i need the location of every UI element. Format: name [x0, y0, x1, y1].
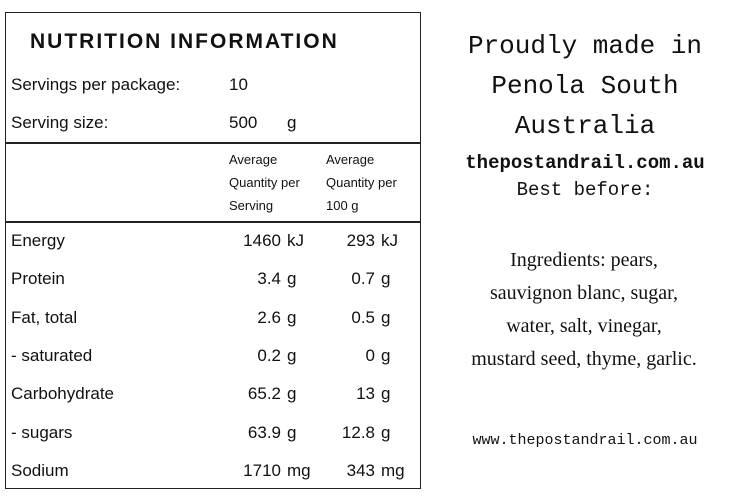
nutrient-name: Energy [11, 231, 65, 250]
url: www.thepostandrail.com.au [472, 432, 698, 449]
per-serving-unit: g [287, 345, 297, 365]
per-100g-unit: g [381, 269, 391, 289]
per-serving-unit: kJ [287, 231, 304, 250]
origin-line: Penola South [491, 71, 679, 101]
serving-size-value: 500 [229, 113, 258, 132]
nutrient-name: Carbohydrate [11, 384, 115, 404]
per-serving-unit: mg [287, 460, 311, 480]
nutrient-name: - sugars [11, 422, 73, 442]
per-100g-unit: g [381, 384, 391, 404]
per-serving-unit: g [287, 307, 297, 327]
per-100g-unit: kJ [381, 231, 398, 250]
nutrient-name: Fat, total [11, 307, 78, 327]
serving-size-label: Serving size: [11, 113, 109, 132]
per-serving-value: 65.2 [247, 384, 281, 404]
website: thepostandrail.com.au [465, 152, 705, 174]
column-header: Average [326, 152, 375, 167]
per-100g-value: 0.7 [351, 269, 375, 289]
per-serving-value: 0.2 [257, 345, 281, 365]
nutrient-name: Protein [11, 269, 65, 289]
origin: Proudly made in Penola South Australia [440, 26, 730, 146]
servings-label: Servings per package: [11, 75, 181, 94]
per-serving-value: 1710 [243, 460, 281, 480]
divider [5, 142, 421, 144]
table-title: NUTRITION INFORMATION [30, 30, 339, 53]
per-serving-value: 1460 [243, 231, 281, 250]
origin-line: Australia [514, 111, 656, 141]
per-100g-unit: g [381, 345, 391, 365]
per-100g-value: 343 [346, 460, 375, 480]
per-serving-value: 63.9 [247, 422, 281, 442]
per-100g-value: 13 [356, 384, 375, 404]
ingredients-line: water, salt, vinegar, [506, 315, 662, 337]
column-header: Quantity per [229, 175, 300, 190]
ingredients-line: mustard seed, thyme, garlic. [471, 348, 697, 370]
per-100g-unit: mg [381, 460, 405, 480]
ingredients-line: sauvignon blanc, sugar, [489, 282, 679, 304]
per-serving-unit: g [287, 422, 297, 442]
table-border [5, 12, 421, 489]
per-serving-value: 3.4 [257, 269, 281, 289]
column-header: Average [229, 152, 278, 167]
divider [5, 221, 421, 223]
best-before: Best before: [516, 179, 654, 201]
ingredients-line: Ingredients: pears, [510, 249, 658, 271]
per-serving-unit: g [287, 269, 297, 289]
per-serving-unit: g [287, 384, 297, 404]
nutrient-name: Sodium [11, 460, 69, 480]
per-100g-unit: g [381, 307, 391, 327]
per-100g-unit: g [381, 422, 391, 442]
per-serving-value: 2.6 [257, 307, 281, 327]
per-100g-value: 293 [346, 231, 375, 250]
column-header: 100 g [326, 198, 359, 213]
ingredients: Ingredients: pears, sauvignon blanc, suga… [436, 244, 732, 376]
per-100g-value: 0.5 [351, 307, 375, 327]
origin-line: Proudly made in [467, 31, 703, 61]
per-100g-value: 0 [365, 345, 375, 365]
serving-size-unit: g [287, 113, 297, 132]
servings-value: 10 [229, 75, 248, 94]
nutrient-name: - saturated [11, 345, 93, 365]
column-header: Quantity per [326, 175, 397, 190]
column-header: Serving [229, 198, 274, 213]
per-100g-value: 12.8 [341, 422, 375, 442]
